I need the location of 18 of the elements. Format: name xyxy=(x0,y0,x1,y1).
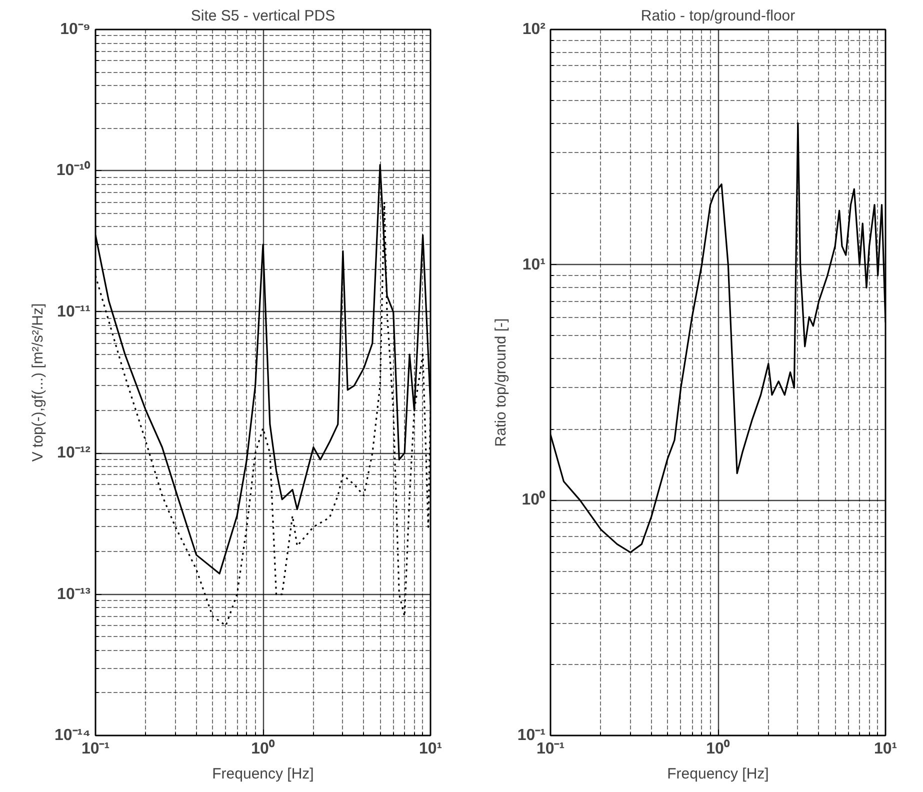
chart-title: Ratio - top/ground-floor xyxy=(640,8,796,24)
y-tick-label: 10⁻¹⁰ xyxy=(56,161,90,180)
y-axis-title: Ratio top/ground [-] xyxy=(492,318,510,447)
y-tick-label: 10⁻¹³ xyxy=(57,586,90,603)
y-tick-label: 10⁻¹² xyxy=(57,444,90,462)
x-axis-title: Frequency [Hz] xyxy=(667,766,769,782)
x-tick-label: 10⁰ xyxy=(706,740,730,758)
y-tick-label: 10⁻⁹ xyxy=(60,21,90,38)
y-tick-label: 10⁻¹¹ xyxy=(57,303,90,320)
x-axis-title: Frequency [Hz] xyxy=(212,766,314,782)
y-axis-title: V top(-),gf(...) [m²/s²/Hz] xyxy=(29,303,46,462)
x-tick-label: 10¹ xyxy=(874,740,898,758)
chart-title: Site S5 - vertical PDS xyxy=(190,8,336,24)
x-tick-label: 10⁰ xyxy=(251,740,275,758)
y-tick-label: 10² xyxy=(522,21,546,38)
y-tick-label: 10¹ xyxy=(522,256,546,274)
y-tick-label: 10⁰ xyxy=(522,490,546,509)
x-tick-label: 10¹ xyxy=(418,740,442,758)
